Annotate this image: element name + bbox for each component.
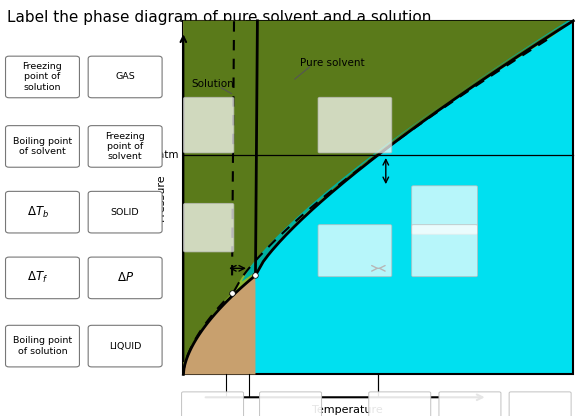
FancyBboxPatch shape [88, 325, 162, 367]
FancyBboxPatch shape [439, 392, 501, 416]
Polygon shape [183, 21, 573, 374]
FancyBboxPatch shape [88, 257, 162, 299]
FancyBboxPatch shape [5, 56, 79, 98]
Text: $\Delta P$: $\Delta P$ [116, 271, 134, 285]
FancyBboxPatch shape [183, 97, 234, 153]
FancyBboxPatch shape [88, 126, 162, 167]
Text: Pressure: Pressure [156, 174, 166, 221]
FancyBboxPatch shape [88, 191, 162, 233]
Polygon shape [183, 21, 573, 374]
Text: $\Delta T_b$: $\Delta T_b$ [27, 205, 49, 220]
FancyBboxPatch shape [183, 203, 234, 252]
Text: Boiling point
of solution: Boiling point of solution [13, 337, 72, 356]
FancyBboxPatch shape [411, 225, 477, 277]
FancyBboxPatch shape [411, 186, 477, 234]
Text: Boiling point
of solvent: Boiling point of solvent [13, 137, 72, 156]
FancyBboxPatch shape [318, 225, 392, 277]
Text: Freezing
point of
solution: Freezing point of solution [23, 62, 62, 92]
FancyBboxPatch shape [5, 257, 79, 299]
FancyBboxPatch shape [5, 325, 79, 367]
FancyBboxPatch shape [182, 392, 243, 416]
Text: Pure solvent: Pure solvent [300, 58, 365, 68]
Text: Solution: Solution [191, 79, 234, 89]
Polygon shape [242, 21, 573, 282]
Text: Freezing
point of
solvent: Freezing point of solvent [105, 131, 145, 161]
FancyBboxPatch shape [369, 392, 431, 416]
Bar [183, 21, 573, 374]
Text: Temperature: Temperature [312, 405, 382, 415]
FancyBboxPatch shape [5, 191, 79, 233]
FancyBboxPatch shape [509, 392, 571, 416]
FancyBboxPatch shape [260, 392, 321, 416]
Text: Label the phase diagram of pure solvent and a solution.: Label the phase diagram of pure solvent … [7, 10, 436, 25]
FancyBboxPatch shape [88, 56, 162, 98]
Text: LIQUID: LIQUID [109, 342, 141, 351]
FancyBboxPatch shape [318, 97, 392, 153]
Polygon shape [183, 21, 255, 374]
FancyBboxPatch shape [5, 126, 79, 167]
Text: 1 atm: 1 atm [148, 150, 179, 160]
Text: GAS: GAS [115, 72, 135, 82]
Text: $\Delta T_f$: $\Delta T_f$ [27, 270, 48, 285]
Text: SOLID: SOLID [111, 208, 140, 217]
